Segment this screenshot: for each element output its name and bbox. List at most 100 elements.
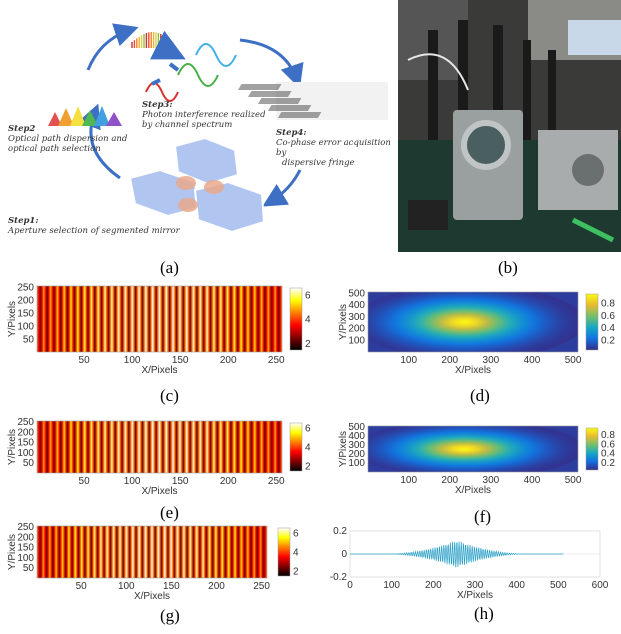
x-axis-label: X/Pixels [141, 486, 177, 497]
x-tick-label: 0 [347, 580, 353, 591]
colorbar-tick-label: 6 [293, 529, 299, 540]
x-tick-label: 600 [592, 580, 609, 591]
y-tick-label: 50 [23, 334, 35, 345]
step2-label: Step2 Optical path dispersion and optica… [8, 124, 128, 154]
x-tick-label: 200 [441, 475, 458, 486]
y-tick-label: 100 [17, 553, 34, 564]
step3-label: Step3: Photon interference realized by c… [142, 100, 266, 130]
heatmap-image [368, 292, 578, 352]
y-axis-label: Y/Pixels [7, 429, 18, 465]
y-tick-label: 100 [348, 458, 365, 469]
cycle-arrow-3 [239, 38, 304, 89]
x-tick-label: 300 [467, 580, 484, 591]
wave-red [145, 82, 179, 102]
y-tick-label: 200 [17, 427, 34, 438]
y-tick-label: 0 [341, 549, 347, 560]
colorbar-tick-label: 4 [305, 442, 311, 453]
caption-g: (g) [160, 606, 180, 625]
caption-f: (f) [474, 507, 491, 526]
x-axis-label: X/Pixels [141, 365, 177, 376]
x-axis-label: X/Pixels [455, 365, 491, 376]
x-tick-label: 150 [172, 355, 189, 366]
y-tick-label: 250 [17, 283, 34, 294]
y-tick-label: 200 [348, 449, 365, 460]
x-tick-label: 200 [425, 580, 442, 591]
y-tick-label: 0.2 [333, 526, 347, 537]
colorbar-tick-label: 0.4 [601, 449, 615, 460]
colorbar-tick-label: 2 [293, 566, 299, 577]
cycle-arrow-4 [262, 169, 302, 207]
x-tick-label: 100 [124, 476, 141, 487]
dispersed-fringe-image [238, 82, 388, 120]
x-tick-label: 50 [79, 476, 91, 487]
colorbar-tick-label: 4 [305, 315, 311, 326]
colorbar [585, 427, 599, 471]
chart-g-fringe-heatmap: 50 100 150 200 25050100150200250X/PixelsY/Pi… [7, 522, 299, 602]
x-tick-label: 400 [508, 580, 525, 591]
step1-label: Step1: Aperture selection of segmented m… [8, 216, 180, 236]
x-tick-label: 100 [383, 580, 400, 591]
heatmap-image [37, 526, 267, 578]
chart-f-intensity-heatmap: 100 200 300 400 500100200300400500X/PixelsY/… [338, 422, 615, 496]
x-tick-label: 300 [483, 475, 500, 486]
x-tick-label: 150 [172, 476, 189, 487]
caption-a: (a) [160, 258, 179, 277]
y-tick-label: 100 [17, 448, 34, 459]
y-tick-label: 150 [17, 308, 34, 319]
y-tick-label: 100 [348, 335, 365, 346]
wave-green [177, 63, 219, 87]
y-tick-label: 500 [348, 288, 365, 299]
y-tick-label: 200 [17, 295, 34, 306]
y-axis-label: Y/Pixels [338, 304, 349, 340]
heatmap-image [368, 426, 578, 472]
panel-a-schematic: Step2 Optical path dispersion and optica… [0, 0, 395, 255]
dispersion-spectrum-icon [48, 106, 122, 126]
x-tick-label: 200 [208, 581, 225, 592]
y-tick-label: 400 [348, 300, 365, 311]
segmented-mirror-hexagons [128, 136, 266, 234]
colorbar [585, 293, 599, 351]
colorbar-tick-label: 0.8 [601, 430, 615, 441]
chart-c-fringe-heatmap: 50 100 150 200 25050100150200250X/PixelsY/Pi… [7, 283, 311, 376]
x-tick-label: 400 [524, 355, 541, 366]
x-tick-label: 200 [441, 355, 458, 366]
x-axis-label: X/Pixels [455, 485, 491, 496]
y-tick-label: 500 [348, 422, 365, 433]
y-tick-label: 50 [23, 458, 35, 469]
y-tick-label: 150 [17, 543, 34, 554]
y-tick-label: 250 [17, 417, 34, 428]
optical-setup-photo [398, 0, 621, 252]
y-tick-label: 300 [348, 312, 365, 323]
x-axis-label: X/Pixels [134, 591, 170, 602]
y-tick-label: 100 [17, 321, 34, 332]
x-tick-label: 100 [118, 581, 135, 592]
y-tick-label: 300 [348, 440, 365, 451]
x-tick-label: 500 [565, 355, 582, 366]
x-tick-label: 250 [268, 476, 285, 487]
colorbar-tick-label: 0.6 [601, 311, 615, 322]
step4-label: Step4: Co-phase error acquisition by dis… [276, 128, 391, 168]
signal-line [350, 541, 564, 568]
x-tick-label: 500 [550, 580, 567, 591]
colorbar-tick-label: 0.2 [601, 458, 615, 469]
x-tick-label: 250 [253, 581, 270, 592]
x-tick-label: 200 [220, 355, 237, 366]
colorbar-tick-label: 6 [305, 424, 311, 435]
x-tick-label: 300 [483, 355, 500, 366]
x-tick-label: 50 [79, 355, 91, 366]
spectral-lines-icon [131, 32, 174, 48]
caption-d: (d) [470, 386, 490, 405]
colorbar [277, 527, 291, 577]
y-tick-label: 150 [17, 438, 34, 449]
chart-h-line-plot: 0 100 200 300 400 500 600-0.200.2X/Pixels [330, 526, 609, 601]
y-tick-label: 200 [17, 532, 34, 543]
x-tick-label: 500 [565, 475, 582, 486]
x-tick-label: 50 [76, 581, 88, 592]
x-tick-label: 150 [163, 581, 180, 592]
wave-blue [195, 43, 237, 67]
colorbar-tick-label: 6 [305, 290, 311, 301]
y-tick-label: 250 [17, 522, 34, 533]
y-tick-label: 200 [348, 324, 365, 335]
caption-b: (b) [498, 258, 518, 277]
heatmap-image [37, 421, 282, 473]
